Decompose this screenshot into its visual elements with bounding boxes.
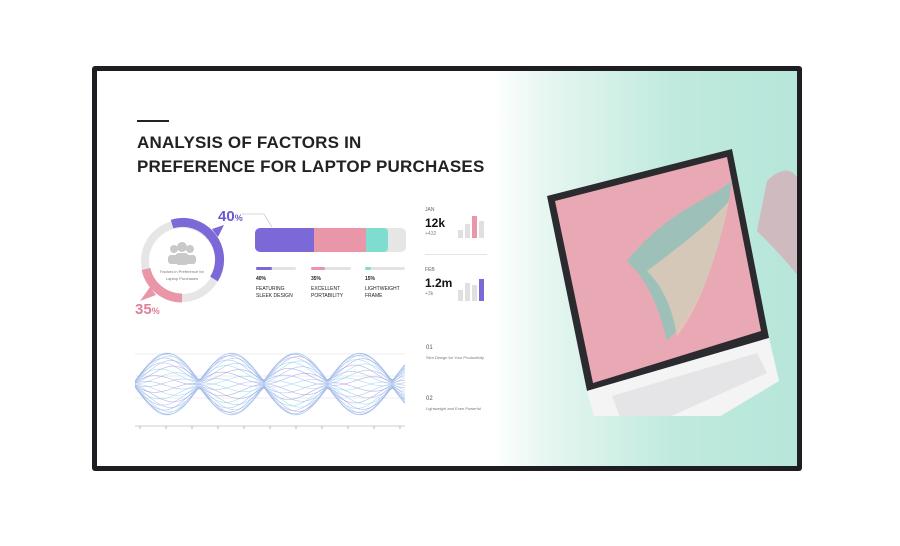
- stat-jan: JAN 12k +432: [425, 207, 446, 237]
- stacked-bar-lightweight: [366, 228, 388, 252]
- stacked-bar-portability: [314, 228, 366, 252]
- donut-chart: [140, 217, 225, 303]
- stat-divider: [425, 254, 487, 255]
- wave-line: [135, 381, 405, 415]
- wave-line: [135, 384, 405, 415]
- wave-line: [135, 352, 405, 386]
- donut-top-value: 40%: [218, 208, 243, 225]
- wave-line: [135, 353, 405, 396]
- factor-track-2: [311, 267, 351, 270]
- screen: ANALYSIS OF FACTORS IN PREFERENCE FOR LA…: [97, 71, 797, 466]
- factor-track-3: [365, 267, 405, 270]
- note-1: 01 Slim Design for Your Productivity: [426, 345, 485, 360]
- wave-line: [135, 354, 405, 405]
- wave-line: [135, 372, 405, 415]
- laptop-image: [547, 149, 797, 416]
- donut-center-text: Factors in Preference for Laptop Purchas…: [159, 269, 205, 281]
- wave-line: [135, 358, 405, 411]
- factor-label-2: 35% EXCELLENT PORTABILITY: [311, 276, 344, 299]
- wave-line: [135, 363, 405, 414]
- laptop-keyboard: [612, 353, 767, 416]
- wave-graphic: [135, 352, 405, 429]
- factor-label-1: 40% FEATURING SLEEK DESIGN: [256, 276, 293, 299]
- wave-line: [135, 353, 405, 391]
- people-group-icon: [168, 242, 196, 265]
- donut-segment-40: [170, 217, 225, 282]
- callout-line: [242, 213, 273, 228]
- wave-line: [135, 353, 405, 384]
- wave-line: [135, 382, 405, 416]
- title-rule: [137, 120, 169, 122]
- wave-line: [135, 352, 405, 400]
- wave-line: [135, 362, 405, 414]
- note-2: 02 Lightweight and Even Powerful: [426, 396, 481, 411]
- wave-line: [135, 354, 405, 406]
- factor-track-1: [256, 267, 296, 270]
- wave-line: [135, 375, 405, 415]
- title-line-1: ANALYSIS OF FACTORS IN: [137, 133, 362, 152]
- wave-line: [135, 353, 405, 393]
- stat-feb: FEB 1.2m +3k: [425, 267, 453, 297]
- wave-line: [135, 357, 405, 410]
- monitor: ANALYSIS OF FACTORS IN PREFERENCE FOR LA…: [92, 66, 802, 471]
- donut-arrow-top: [212, 225, 224, 237]
- wave-line: [135, 353, 405, 387]
- donut-bottom-value: 35%: [135, 301, 160, 318]
- title-line-2: PREFERENCE FOR LAPTOP PURCHASES: [137, 157, 485, 176]
- wave-line: [135, 368, 405, 416]
- factor-label-3: 15% LIGHTWEIGHT FRAME: [365, 276, 400, 299]
- donut-segment-35: [141, 267, 183, 303]
- wave-line: [135, 377, 405, 415]
- donut-arrow-bottom: [140, 287, 156, 301]
- page-title: ANALYSIS OF FACTORS IN PREFERENCE FOR LA…: [137, 131, 485, 179]
- stacked-bar-sleek: [255, 228, 314, 252]
